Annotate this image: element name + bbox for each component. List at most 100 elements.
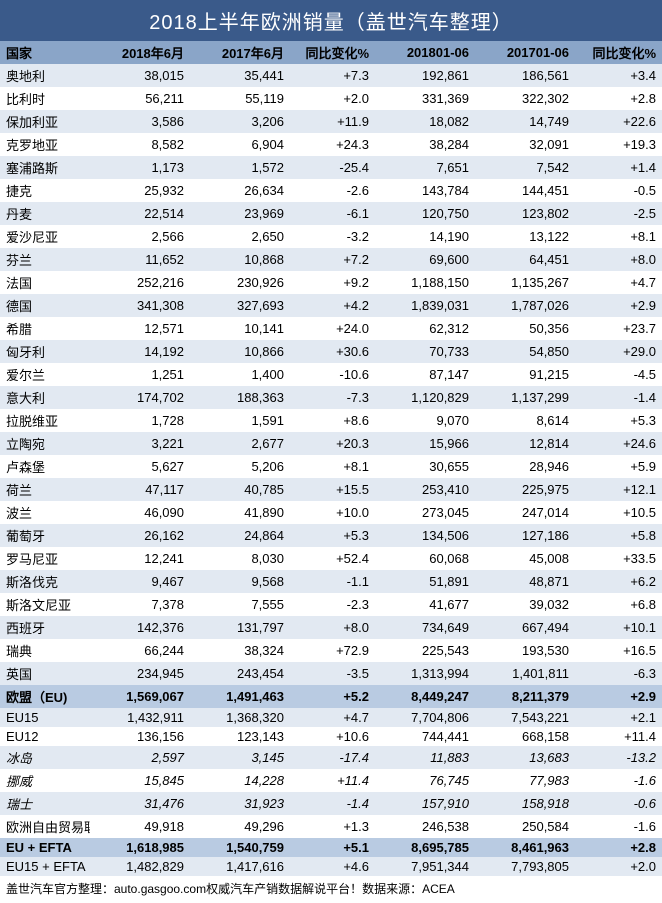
cell-value: 1,120,829 (375, 386, 475, 409)
cell-value: -1.1 (290, 570, 375, 593)
cell-value: 49,918 (90, 815, 190, 838)
table-row: EU15 + EFTA1,482,8291,417,616+4.67,951,3… (0, 857, 662, 876)
cell-value: -13.2 (575, 746, 662, 769)
cell-value: 23,969 (190, 202, 290, 225)
cell-value: +6.8 (575, 593, 662, 616)
cell-country: 罗马尼亚 (0, 547, 90, 570)
cell-value: +2.8 (575, 838, 662, 857)
table-row: 英国234,945243,454-3.51,313,9941,401,811-6… (0, 662, 662, 685)
cell-value: 41,677 (375, 593, 475, 616)
cell-country: 欧盟（EU) (0, 685, 90, 708)
cell-country: 欧洲自由贸易联盟（EFTA) (0, 815, 90, 838)
col-change-h1: 同比变化% (575, 41, 662, 64)
cell-country: 冰岛 (0, 746, 90, 769)
cell-country: 英国 (0, 662, 90, 685)
cell-value: +8.1 (290, 455, 375, 478)
cell-value: 77,983 (475, 769, 575, 792)
cell-value: +5.8 (575, 524, 662, 547)
cell-value: 54,850 (475, 340, 575, 363)
cell-value: 3,206 (190, 110, 290, 133)
cell-value: 47,117 (90, 478, 190, 501)
cell-value: 225,975 (475, 478, 575, 501)
cell-value: 38,284 (375, 133, 475, 156)
cell-value: 13,683 (475, 746, 575, 769)
cell-value: 2,677 (190, 432, 290, 455)
cell-country: 捷克 (0, 179, 90, 202)
cell-value: 1,839,031 (375, 294, 475, 317)
cell-value: -2.6 (290, 179, 375, 202)
cell-value: +2.9 (575, 294, 662, 317)
cell-value: 31,923 (190, 792, 290, 815)
cell-value: 247,014 (475, 501, 575, 524)
table-row: 比利时56,21155,119+2.0331,369322,302+2.8 (0, 87, 662, 110)
cell-value: 14,190 (375, 225, 475, 248)
table-row: EU + EFTA1,618,9851,540,759+5.18,695,785… (0, 838, 662, 857)
col-2018-h1: 201801-06 (375, 41, 475, 64)
cell-value: +5.1 (290, 838, 375, 857)
cell-value: +2.0 (290, 87, 375, 110)
cell-value: +6.2 (575, 570, 662, 593)
cell-value: 15,966 (375, 432, 475, 455)
cell-value: 14,749 (475, 110, 575, 133)
col-country: 国家 (0, 41, 90, 64)
cell-value: 5,206 (190, 455, 290, 478)
cell-value: 143,784 (375, 179, 475, 202)
cell-value: -0.5 (575, 179, 662, 202)
cell-value: 158,918 (475, 792, 575, 815)
table-row: 荷兰47,11740,785+15.5253,410225,975+12.1 (0, 478, 662, 501)
cell-value: 10,868 (190, 248, 290, 271)
cell-value: +72.9 (290, 639, 375, 662)
cell-value: +30.6 (290, 340, 375, 363)
cell-value: 1,417,616 (190, 857, 290, 876)
cell-value: 734,649 (375, 616, 475, 639)
cell-value: +33.5 (575, 547, 662, 570)
cell-value: 87,147 (375, 363, 475, 386)
cell-value: 1,188,150 (375, 271, 475, 294)
cell-value: +11.4 (575, 727, 662, 746)
cell-value: 193,530 (475, 639, 575, 662)
cell-value: 62,312 (375, 317, 475, 340)
cell-value: +10.6 (290, 727, 375, 746)
cell-value: 327,693 (190, 294, 290, 317)
cell-value: 1,618,985 (90, 838, 190, 857)
col-2017-06: 2017年6月 (190, 41, 290, 64)
cell-value: -1.6 (575, 815, 662, 838)
cell-value: 9,467 (90, 570, 190, 593)
cell-country: 爱沙尼亚 (0, 225, 90, 248)
cell-value: +24.6 (575, 432, 662, 455)
cell-value: 76,745 (375, 769, 475, 792)
cell-value: 7,951,344 (375, 857, 475, 876)
cell-country: 克罗地亚 (0, 133, 90, 156)
cell-value: +16.5 (575, 639, 662, 662)
cell-country: 塞浦路斯 (0, 156, 90, 179)
cell-value: 250,584 (475, 815, 575, 838)
cell-value: 38,015 (90, 64, 190, 87)
cell-value: +7.3 (290, 64, 375, 87)
cell-value: +52.4 (290, 547, 375, 570)
cell-value: -17.4 (290, 746, 375, 769)
cell-value: 252,216 (90, 271, 190, 294)
cell-value: 744,441 (375, 727, 475, 746)
cell-country: 斯洛文尼亚 (0, 593, 90, 616)
cell-value: 2,566 (90, 225, 190, 248)
cell-value: +5.3 (290, 524, 375, 547)
cell-value: -1.6 (575, 769, 662, 792)
cell-value: 243,454 (190, 662, 290, 685)
cell-value: 91,215 (475, 363, 575, 386)
table-row: 葡萄牙26,16224,864+5.3134,506127,186+5.8 (0, 524, 662, 547)
cell-country: 希腊 (0, 317, 90, 340)
cell-country: 丹麦 (0, 202, 90, 225)
cell-value: +8.6 (290, 409, 375, 432)
cell-value: -2.3 (290, 593, 375, 616)
cell-value: 24,864 (190, 524, 290, 547)
cell-value: 1,787,026 (475, 294, 575, 317)
table-row: 欧盟（EU)1,569,0671,491,463+5.28,449,2478,2… (0, 685, 662, 708)
cell-value: 69,600 (375, 248, 475, 271)
cell-country: 德国 (0, 294, 90, 317)
cell-country: 立陶宛 (0, 432, 90, 455)
cell-value: +1.3 (290, 815, 375, 838)
cell-value: 51,891 (375, 570, 475, 593)
cell-value: 1,313,994 (375, 662, 475, 685)
table-row: 斯洛文尼亚7,3787,555-2.341,67739,032+6.8 (0, 593, 662, 616)
cell-value: 30,655 (375, 455, 475, 478)
